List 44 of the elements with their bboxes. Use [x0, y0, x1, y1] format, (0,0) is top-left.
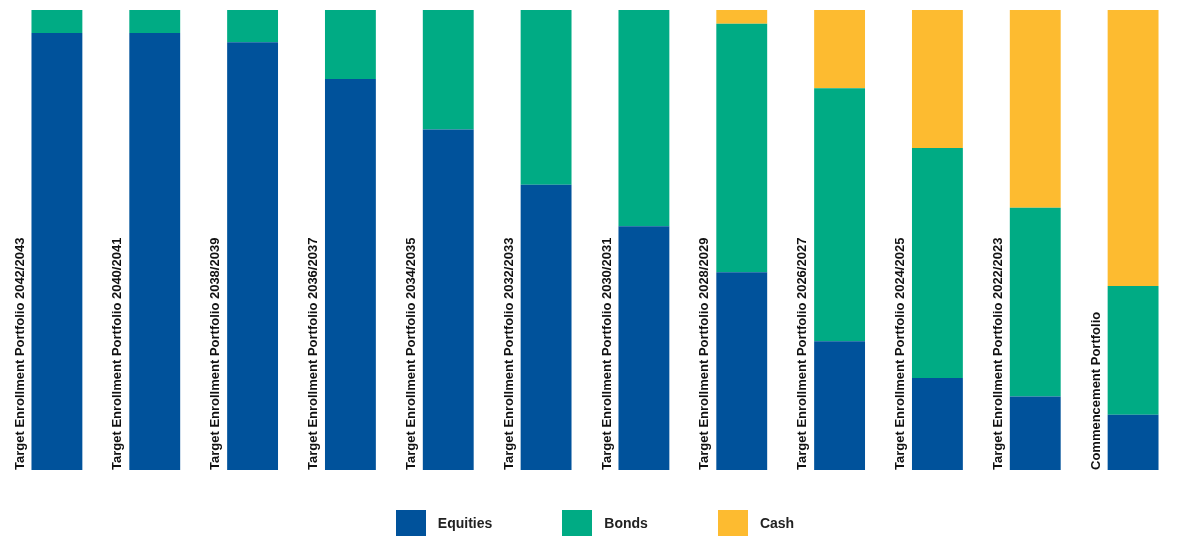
- bar: [618, 226, 670, 470]
- bar: [129, 33, 181, 470]
- bar: [911, 10, 963, 148]
- x-tick-label: Target Enrollment Portfolio 2026/2027: [794, 237, 810, 470]
- bar: [814, 341, 866, 470]
- x-tick-label: Target Enrollment Portfolio 2028/2029: [696, 237, 712, 470]
- bar: [716, 10, 768, 24]
- bar: [716, 23, 768, 273]
- x-tick-label: Target Enrollment Portfolio 2022/2023: [989, 237, 1005, 470]
- bar: [129, 10, 181, 33]
- x-tick-label: Target Enrollment Portfolio 2036/2037: [305, 237, 321, 470]
- bar: [1107, 414, 1159, 470]
- bar: [31, 10, 83, 33]
- bar: [814, 10, 866, 89]
- bar: [911, 378, 963, 470]
- bar: [716, 272, 768, 470]
- x-tick-label: Target Enrollment Portfolio 2038/2039: [207, 237, 223, 470]
- bar: [227, 42, 279, 470]
- bar: [814, 88, 866, 342]
- legend-label: Equities: [437, 515, 493, 531]
- x-tick-label: Target Enrollment Portfolio 2032/2033: [500, 237, 516, 470]
- x-tick-label: Target Enrollment Portfolio 2042/2043: [11, 237, 27, 470]
- x-tick-label: Target Enrollment Portfolio 2024/2025: [892, 237, 908, 470]
- legend-label: Bonds: [604, 515, 648, 531]
- bar: [1009, 10, 1061, 208]
- bar: [520, 10, 572, 185]
- bar: [520, 184, 572, 470]
- bar: [422, 129, 474, 470]
- bar: [324, 10, 376, 79]
- bar: [31, 33, 83, 470]
- bar: [422, 10, 474, 130]
- bar: [324, 79, 376, 470]
- x-tick-label: Target Enrollment Portfolio 2034/2035: [402, 237, 418, 470]
- bar: [1107, 10, 1159, 286]
- x-tick-label: Commencement Portfolio: [1087, 311, 1103, 470]
- bar: [227, 10, 279, 43]
- bar: [1009, 396, 1061, 470]
- x-tick-label: Target Enrollment Portfolio 2040/2041: [109, 237, 125, 470]
- legend-label: Cash: [759, 515, 795, 531]
- x-tick-label: Target Enrollment Portfolio 2030/2031: [598, 237, 614, 470]
- bar: [618, 10, 670, 227]
- bar: [911, 148, 963, 378]
- bar: [1009, 207, 1061, 397]
- bar: [1107, 286, 1159, 415]
